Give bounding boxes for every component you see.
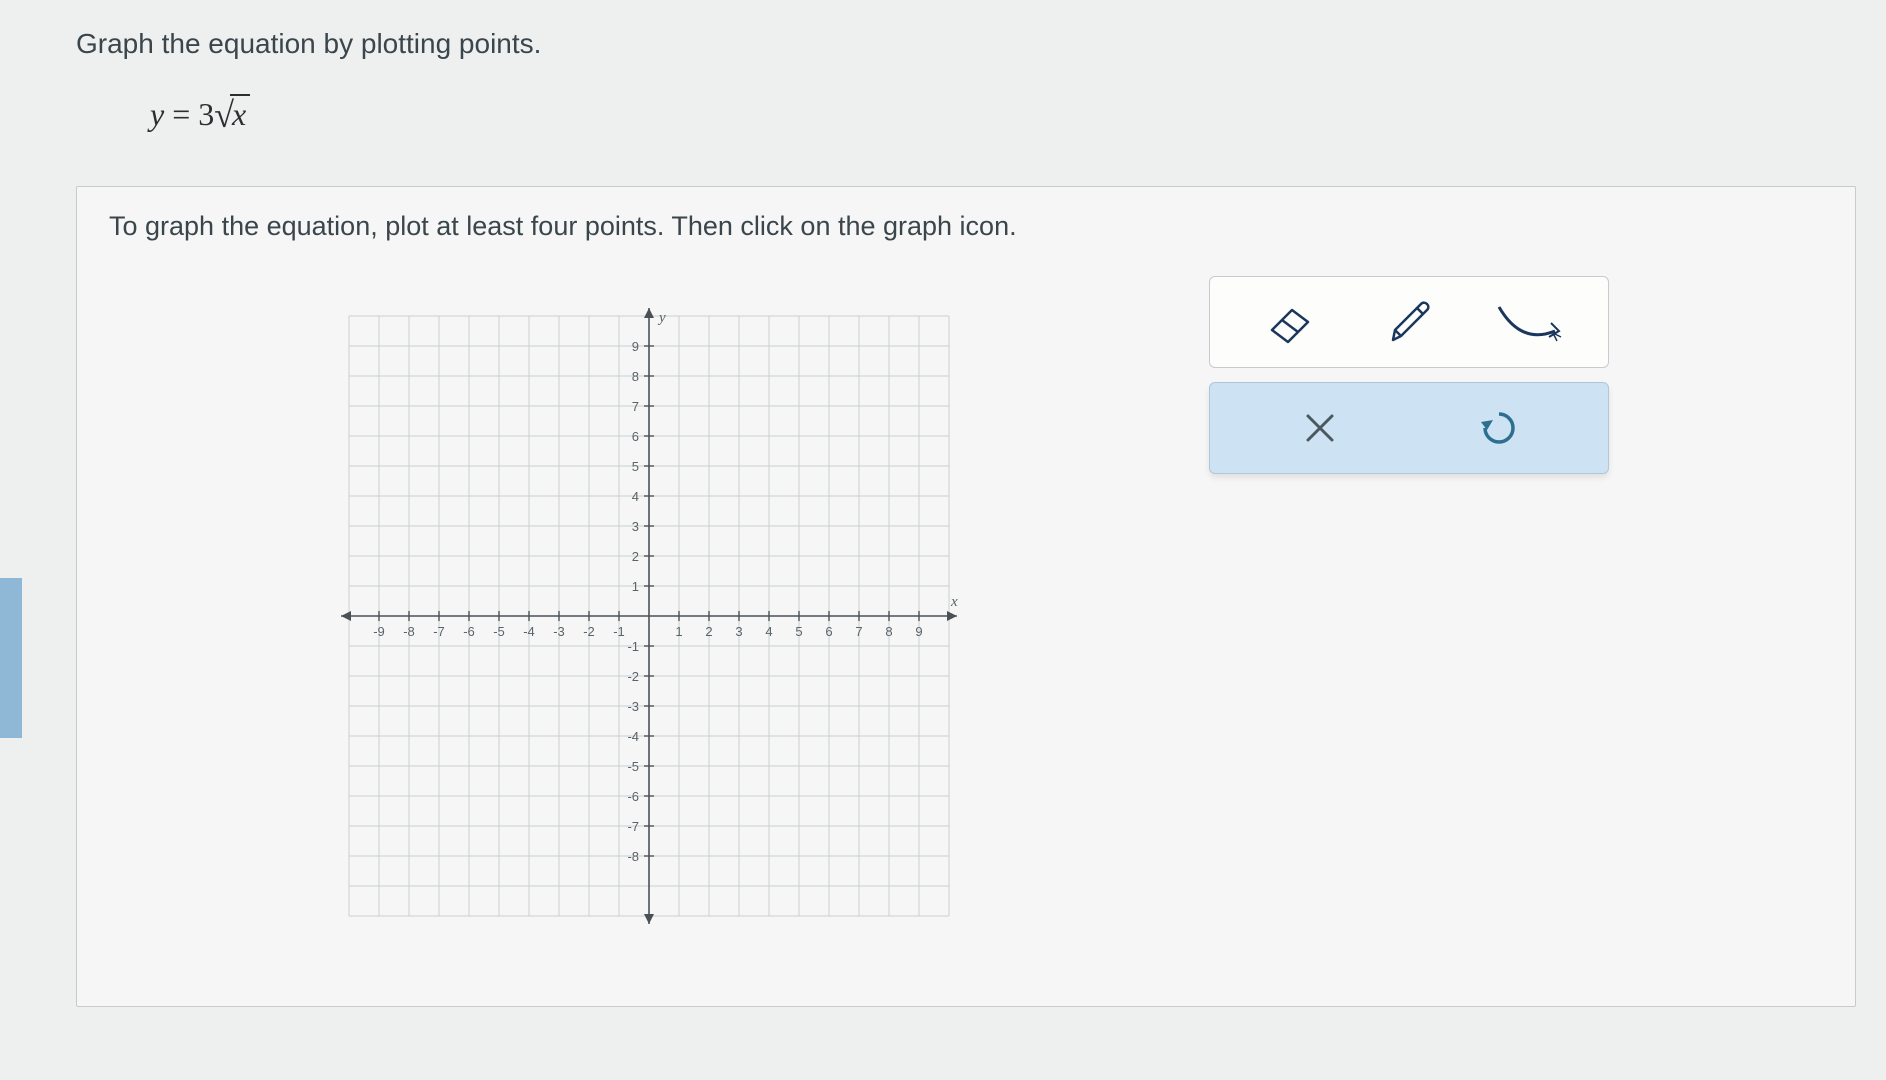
svg-text:-5: -5 <box>627 759 639 774</box>
svg-text:x: x <box>950 594 958 610</box>
svg-text:8: 8 <box>885 624 892 639</box>
svg-text:4: 4 <box>632 489 639 504</box>
prompt-text: Graph the equation by plotting points. <box>76 28 1886 60</box>
svg-text:9: 9 <box>632 339 639 354</box>
svg-text:7: 7 <box>855 624 862 639</box>
pencil-icon <box>1381 296 1437 348</box>
equation-lhs: y <box>150 96 164 132</box>
curve-icon <box>1493 297 1563 347</box>
svg-text:2: 2 <box>705 624 712 639</box>
svg-text:1: 1 <box>632 579 639 594</box>
svg-text:-8: -8 <box>627 849 639 864</box>
svg-text:-1: -1 <box>613 624 625 639</box>
svg-text:3: 3 <box>632 519 639 534</box>
toolbox <box>1209 276 1609 488</box>
svg-text:-7: -7 <box>433 624 445 639</box>
equation-coeff: 3 <box>198 96 214 132</box>
tool-row-edit <box>1209 382 1609 474</box>
svg-text:2: 2 <box>632 549 639 564</box>
svg-text:-5: -5 <box>493 624 505 639</box>
svg-text:-1: -1 <box>627 639 639 654</box>
curve-tool[interactable] <box>1492 292 1564 352</box>
eraser-icon <box>1262 300 1318 344</box>
svg-text:7: 7 <box>632 399 639 414</box>
equation: y = 3√x <box>150 94 1886 136</box>
svg-text:-9: -9 <box>373 624 385 639</box>
undo-tool[interactable] <box>1409 398 1588 458</box>
svg-text:5: 5 <box>795 624 802 639</box>
instruction-text: To graph the equation, plot at least fou… <box>109 211 1823 242</box>
svg-text:-4: -4 <box>627 729 639 744</box>
svg-text:5: 5 <box>632 459 639 474</box>
clear-tool[interactable] <box>1230 398 1409 458</box>
left-accent-stripe <box>0 578 22 738</box>
graph-panel: To graph the equation, plot at least fou… <box>76 186 1856 1007</box>
svg-text:-2: -2 <box>627 669 639 684</box>
svg-text:3: 3 <box>735 624 742 639</box>
svg-text:-6: -6 <box>627 789 639 804</box>
x-icon <box>1303 411 1337 445</box>
svg-text:-7: -7 <box>627 819 639 834</box>
svg-text:-2: -2 <box>583 624 595 639</box>
svg-text:6: 6 <box>632 429 639 444</box>
svg-text:1: 1 <box>675 624 682 639</box>
svg-text:4: 4 <box>765 624 772 639</box>
equation-radicand: x <box>230 94 250 132</box>
svg-text:-3: -3 <box>553 624 565 639</box>
eraser-tool[interactable] <box>1254 292 1326 352</box>
pencil-tool[interactable] <box>1373 292 1445 352</box>
svg-text:y: y <box>657 310 666 326</box>
svg-text:9: 9 <box>915 624 922 639</box>
svg-text:6: 6 <box>825 624 832 639</box>
svg-text:-4: -4 <box>523 624 535 639</box>
svg-text:-6: -6 <box>463 624 475 639</box>
coordinate-grid[interactable]: -9 -8 -7 -6 -5 -4 -3 -2 -1 1 2 3 4 5 6 7 8 9 9 8 7 6 5 4 3 2 1 -1 -2… <box>249 266 1049 1006</box>
svg-text:-3: -3 <box>627 699 639 714</box>
tool-row-draw <box>1209 276 1609 368</box>
undo-icon <box>1479 408 1519 448</box>
svg-text:-8: -8 <box>403 624 415 639</box>
svg-text:8: 8 <box>632 369 639 384</box>
